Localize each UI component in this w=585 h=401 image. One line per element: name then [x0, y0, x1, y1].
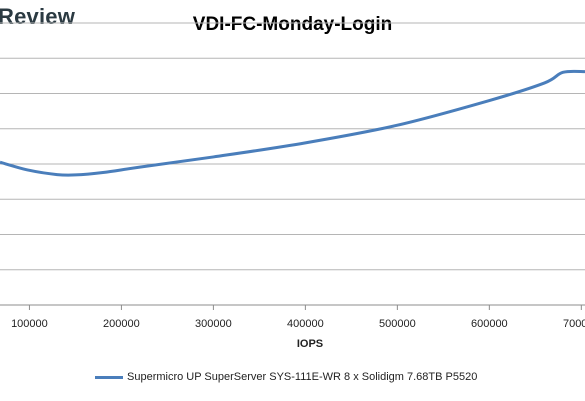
grid-lines [0, 22, 585, 306]
legend-swatch [95, 375, 123, 379]
x-tick-label: 300000 [195, 318, 232, 330]
x-axis-title: IOPS [297, 338, 323, 350]
x-tick-label: 200000 [103, 318, 140, 330]
x-tick-label: 100000 [11, 318, 48, 330]
legend-label: Supermicro UP SuperServer SYS-111E-WR 8 … [127, 371, 478, 383]
legend: Supermicro UP SuperServer SYS-111E-WR 8 … [95, 371, 477, 383]
x-tick-label: 400000 [287, 318, 324, 330]
series-line [0, 69, 585, 177]
logo-text: Review [0, 4, 76, 29]
chart-title: VDI-FC-Monday-Login [192, 14, 393, 35]
x-tick-label: 700000 [563, 318, 585, 330]
x-tick-label: 600000 [471, 318, 508, 330]
x-tick-label: 500000 [379, 318, 416, 330]
x-axis-ticks: 100000 200000 300000 400000 500000 600000 7000… [11, 305, 585, 330]
series-group [0, 69, 585, 177]
